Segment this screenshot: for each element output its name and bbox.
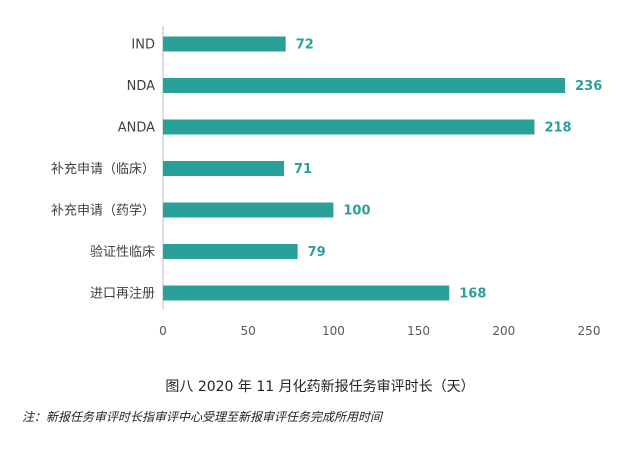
bar — [163, 285, 450, 301]
bar — [163, 202, 334, 218]
value-label: 218 — [544, 121, 571, 136]
bar — [163, 161, 284, 176]
x-tick-label: 50 — [241, 324, 256, 338]
x-tick-label: 0 — [159, 324, 167, 338]
value-label: 100 — [343, 204, 370, 219]
category-label: 补充申请（临床） — [51, 161, 155, 177]
x-tick-label: 150 — [407, 324, 430, 338]
category-label: 验证性临床 — [90, 244, 155, 260]
category-label: ANDA — [118, 121, 155, 136]
value-label: 72 — [296, 38, 314, 53]
chart-caption: 图八 2020 年 11 月化药新报任务审评时长（天） — [165, 379, 475, 395]
bar — [163, 244, 298, 259]
x-tick-label: 250 — [578, 324, 601, 338]
bar — [163, 78, 566, 93]
bar — [163, 36, 286, 52]
value-label: 168 — [459, 287, 486, 302]
x-tick-label: 200 — [492, 324, 515, 338]
x-tick-label: 100 — [322, 324, 345, 338]
value-label: 236 — [575, 79, 602, 94]
value-label: 71 — [294, 162, 312, 177]
category-label: NDA — [127, 79, 156, 94]
chart-note: 注：新报任务审评时长指审评中心受理至新报审评任务完成所用时间 — [22, 410, 383, 424]
bar — [163, 119, 535, 135]
category-label: 进口再注册 — [90, 287, 155, 302]
value-label: 79 — [308, 245, 326, 260]
category-label: 补充申请（药学） — [51, 203, 155, 219]
category-label: IND — [131, 38, 155, 53]
